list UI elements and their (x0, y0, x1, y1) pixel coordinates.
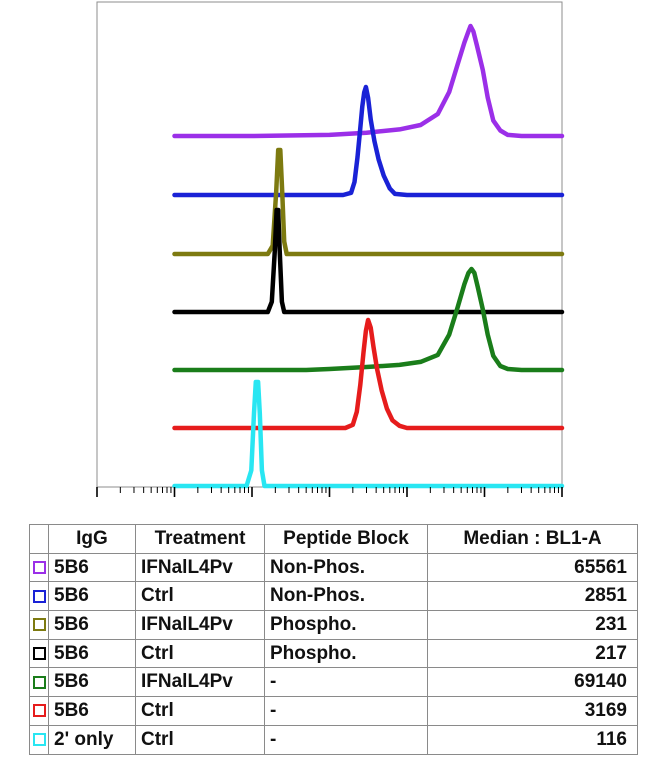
table-row: 5B6 Ctrl Phospho. 217 (29, 638, 638, 669)
header-treatment: Treatment (135, 524, 265, 554)
legend-swatch (32, 704, 46, 718)
legend-swatch (32, 618, 46, 632)
series-line-2 (172, 84, 565, 198)
cell-treatment: Ctrl (135, 638, 265, 669)
cell-median: 116 (427, 724, 638, 755)
series-line-6 (172, 317, 565, 431)
cell-peptide-block: Phospho. (264, 638, 428, 669)
cell-igg: 5B6 (48, 696, 136, 726)
legend-swatch (32, 561, 46, 575)
legend-body: 5B6 IFNalL4Pv Non-Phos. 65561 5B6 Ctrl Non-Pho… (29, 552, 638, 755)
cell-treatment: IFNalL4Pv (135, 667, 265, 698)
series-line-1 (172, 23, 565, 139)
legend-table: IgG Treatment Peptide Block Median : BL1… (29, 524, 638, 755)
cell-igg: 5B6 (48, 581, 136, 612)
cell-median: 2851 (427, 581, 638, 612)
swatch-cell (29, 638, 49, 669)
cell-igg: 5B6 (48, 552, 136, 583)
cell-peptide-block: Phospho. (264, 610, 428, 640)
series-line-3 (172, 147, 565, 257)
cell-igg: 2' only (48, 724, 136, 755)
cell-treatment: IFNalL4Pv (135, 552, 265, 583)
series-line-7 (172, 379, 565, 489)
legend-swatch (32, 647, 46, 661)
header-igg: IgG (48, 524, 136, 554)
cell-peptide-block: Non-Phos. (264, 581, 428, 612)
legend-swatch (32, 589, 46, 603)
cell-igg: 5B6 (48, 610, 136, 640)
table-row: 5B6 IFNalL4Pv Phospho. 231 (29, 610, 638, 640)
cell-median: 69140 (427, 667, 638, 698)
swatch-cell (29, 610, 49, 640)
cell-treatment: Ctrl (135, 581, 265, 612)
table-row: 5B6 Ctrl -3169 (29, 696, 638, 726)
swatch-cell (29, 696, 49, 726)
cell-igg: 5B6 (48, 667, 136, 698)
cell-median: 3169 (427, 696, 638, 726)
table-row: 2' only Ctrl -116 (29, 724, 638, 755)
swatch-cell (29, 724, 49, 755)
cell-treatment: IFNalL4Pv (135, 610, 265, 640)
cell-treatment: Ctrl (135, 724, 265, 755)
cell-treatment: Ctrl (135, 696, 265, 726)
cell-peptide-block: Non-Phos. (264, 552, 428, 583)
table-header-row: IgG Treatment Peptide Block Median : BL1… (29, 524, 638, 554)
header-median: Median : BL1-A (427, 524, 638, 554)
swatch-cell (29, 667, 49, 698)
table-row: 5B6 Ctrl Non-Phos. 2851 (29, 581, 638, 612)
plot-frame (96, 1, 563, 488)
legend-swatch (32, 675, 46, 689)
header-swatch-cell (29, 524, 49, 554)
histogram-overlay-plot (96, 1, 565, 497)
table-row: 5B6 IFNalL4Pv -69140 (29, 667, 638, 698)
cell-median: 217 (427, 638, 638, 669)
header-peptide-block: Peptide Block (264, 524, 428, 554)
cell-median: 65561 (427, 552, 638, 583)
legend-swatch (32, 733, 46, 747)
cell-igg: 5B6 (48, 638, 136, 669)
cell-peptide-block: - (264, 667, 428, 698)
swatch-cell (29, 552, 49, 583)
table-row: 5B6 IFNalL4Pv Non-Phos. 65561 (29, 552, 638, 583)
cell-peptide-block: - (264, 696, 428, 726)
swatch-cell (29, 581, 49, 612)
series-line-4 (172, 207, 565, 315)
cell-peptide-block: - (264, 724, 428, 755)
cell-median: 231 (427, 610, 638, 640)
